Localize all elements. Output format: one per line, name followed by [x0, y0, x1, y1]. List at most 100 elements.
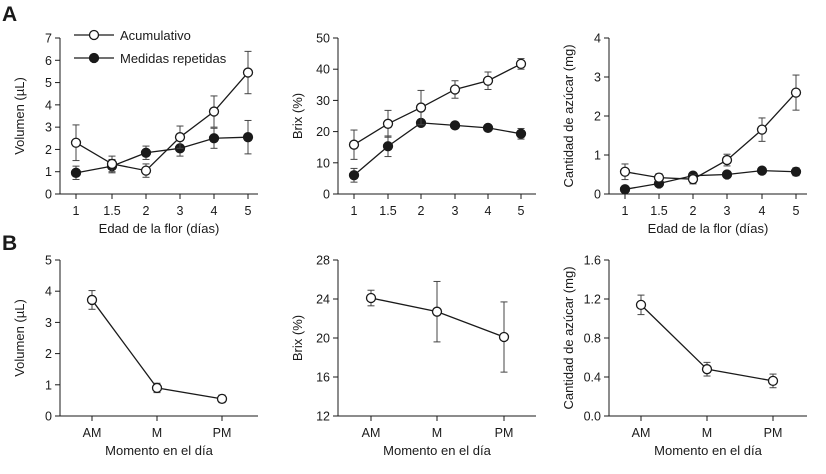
series-line — [75, 72, 249, 172]
data-point — [767, 375, 779, 387]
y-axis-label: Cantidad de azúcar (mg) — [561, 266, 576, 409]
data-point — [140, 147, 152, 158]
data-point — [721, 154, 733, 166]
chart-a2: 0 10 20 30 40 50 1 1.5 2 3 4 5 Brix (%) — [290, 32, 536, 218]
data-point — [619, 166, 631, 177]
y-tick-label: 0 — [323, 188, 330, 202]
y-tick-label: 24 — [316, 293, 330, 307]
data-point — [151, 382, 163, 394]
data-point — [687, 174, 699, 185]
data-point — [70, 167, 82, 178]
series-acumulativo — [635, 294, 779, 389]
x-tick-label: AM — [632, 426, 651, 440]
x-tick-label: M — [702, 426, 712, 440]
x-tick-label: 1 — [351, 204, 358, 218]
data-point — [790, 166, 802, 177]
series-medidas-repetidas — [70, 119, 254, 181]
data-point — [635, 299, 647, 311]
y-tick-label: 0.8 — [584, 332, 601, 346]
data-point — [721, 169, 733, 180]
x-tick-label: PM — [764, 426, 783, 440]
x-tick-label: 5 — [245, 204, 252, 218]
data-point — [515, 58, 527, 70]
x-tick-label: 3 — [177, 204, 184, 218]
x-tick-label: PM — [495, 426, 514, 440]
data-point — [242, 67, 254, 78]
x-tick-label: 2 — [690, 204, 697, 218]
y-tick-label: 0 — [45, 188, 52, 202]
x-tick-label: 1.5 — [650, 204, 667, 218]
x-axis-label: Edad de la flor (días) — [648, 221, 769, 236]
legend-marker-medidas-repetidas — [88, 52, 100, 64]
y-axis-label: Cantidad de azúcar (mg) — [561, 44, 576, 187]
data-point — [208, 106, 220, 117]
x-tick-label: 4 — [485, 204, 492, 218]
y-tick-label: 1 — [45, 165, 52, 179]
data-point — [106, 158, 118, 170]
panel-label-a: A — [2, 3, 17, 26]
x-tick-label: 5 — [518, 204, 525, 218]
data-point — [208, 133, 220, 144]
y-tick-label: 12 — [316, 410, 330, 424]
y-tick-label: 4 — [45, 98, 52, 112]
chart-a1: 0 1 2 3 4 5 6 7 1 1.5 2 3 4 5 Edad de la flor (días) Vo… — [12, 32, 258, 236]
x-tick-label: PM — [213, 426, 232, 440]
series-acumulativo — [348, 58, 527, 160]
y-tick-label: 2 — [594, 110, 601, 124]
data-point — [415, 102, 427, 113]
y-tick-label: 1 — [45, 378, 52, 392]
x-tick-label: 2 — [143, 204, 150, 218]
y-tick-label: 3 — [594, 71, 601, 85]
x-tick-label: 1 — [73, 204, 80, 218]
y-tick-label: 10 — [316, 156, 330, 170]
data-point — [619, 184, 631, 195]
y-axis-label: Brix (%) — [290, 93, 305, 139]
y-tick-label: 20 — [316, 332, 330, 346]
panel-label-b: B — [2, 232, 17, 255]
x-axis-label: Edad de la flor (días) — [99, 221, 220, 236]
data-point — [756, 165, 768, 176]
series-acumulativo — [365, 280, 510, 373]
x-tick-label: 1.5 — [103, 204, 120, 218]
data-point — [140, 165, 152, 176]
x-tick-label: 1 — [622, 204, 629, 218]
series-line — [75, 136, 249, 174]
data-point — [382, 141, 394, 152]
y-tick-label: 4 — [594, 32, 601, 46]
y-axis-label: Volumen (µL) — [12, 77, 27, 155]
x-tick-label: AM — [83, 426, 102, 440]
legend: Acumulativo Medidas repetidas — [74, 28, 227, 66]
y-tick-label: 1.2 — [584, 293, 601, 307]
y-tick-label: 5 — [45, 76, 52, 90]
data-point — [756, 124, 768, 135]
series-medidas-repetidas — [619, 165, 802, 195]
data-point — [515, 128, 527, 139]
x-tick-label: 3 — [724, 204, 731, 218]
data-point — [790, 87, 802, 98]
y-tick-label: 0.4 — [584, 371, 601, 385]
series-line — [624, 92, 797, 180]
data-point — [365, 292, 377, 304]
y-tick-label: 30 — [316, 94, 330, 108]
x-axis-label: Momento en el día — [654, 443, 762, 458]
x-tick-label: M — [152, 426, 162, 440]
series-acumulativo — [86, 290, 228, 404]
data-point — [70, 137, 82, 148]
data-point — [449, 120, 461, 131]
y-tick-label: 3 — [45, 121, 52, 135]
series-line — [353, 63, 522, 146]
y-tick-label: 5 — [45, 254, 52, 268]
y-tick-label: 20 — [316, 125, 330, 139]
legend-label-medidas-repetidas: Medidas repetidas — [120, 51, 227, 66]
y-tick-label: 7 — [45, 32, 52, 46]
data-point — [653, 172, 665, 183]
data-point — [482, 75, 494, 86]
x-tick-label: 4 — [211, 204, 218, 218]
data-point — [431, 306, 443, 317]
data-point — [348, 139, 360, 150]
data-point — [348, 170, 360, 181]
